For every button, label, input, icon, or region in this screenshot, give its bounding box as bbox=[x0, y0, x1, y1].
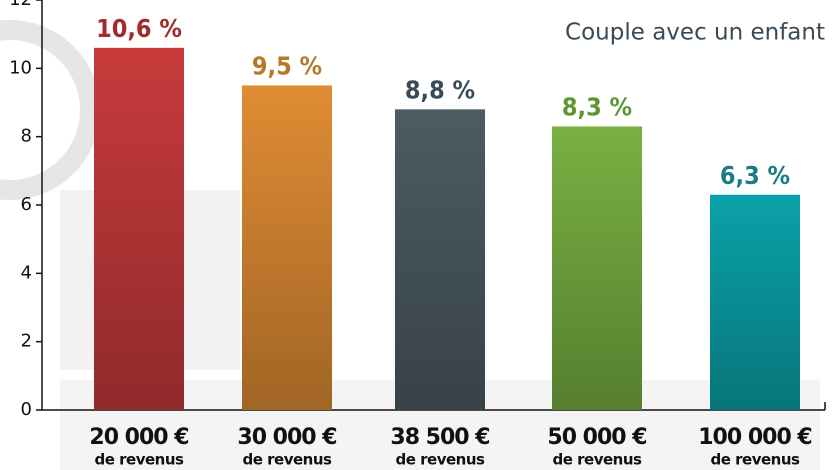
value-label: 8,3 % bbox=[562, 92, 632, 121]
y-tick-label: 4 bbox=[21, 262, 32, 283]
value-label: 10,6 % bbox=[96, 14, 182, 43]
y-tick-label: 8 bbox=[21, 126, 32, 147]
chart-subtitle: Couple avec un enfant bbox=[565, 20, 825, 46]
x-tick-label: 20 000 € bbox=[89, 425, 188, 450]
y-tick-label: 10 bbox=[9, 57, 32, 78]
x-tick-label: 30 000 € bbox=[237, 425, 336, 450]
x-tick-sublabel: de revenus bbox=[243, 451, 333, 469]
x-tick-label: 100 000 € bbox=[698, 425, 811, 450]
y-tick-label: 6 bbox=[21, 194, 32, 215]
x-tick-sublabel: de revenus bbox=[396, 451, 486, 469]
x-tick-sublabel: de revenus bbox=[553, 451, 643, 469]
bar bbox=[552, 126, 642, 411]
bar bbox=[710, 194, 800, 410]
x-tick-sublabel: de revenus bbox=[95, 451, 185, 469]
y-tick-label: 12 bbox=[9, 0, 32, 10]
value-label: 8,8 % bbox=[405, 75, 475, 104]
y-tick-label: 0 bbox=[21, 399, 32, 420]
bar bbox=[395, 109, 485, 410]
bar bbox=[242, 85, 332, 411]
x-tick-sublabel: de revenus bbox=[711, 451, 801, 469]
x-tick-label: 38 500 € bbox=[390, 425, 489, 450]
x-tick-label: 50 000 € bbox=[547, 425, 646, 450]
y-tick-label: 2 bbox=[21, 331, 32, 352]
value-label: 6,3 % bbox=[720, 161, 790, 190]
value-label: 9,5 % bbox=[252, 51, 322, 80]
bar bbox=[94, 47, 184, 410]
